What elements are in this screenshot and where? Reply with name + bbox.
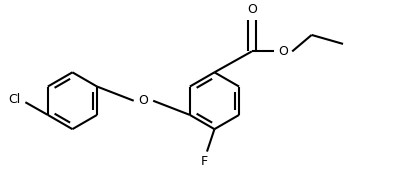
Text: O: O xyxy=(138,94,148,107)
Text: O: O xyxy=(247,3,257,16)
Text: F: F xyxy=(201,155,208,168)
Text: O: O xyxy=(278,45,288,58)
Text: Cl: Cl xyxy=(8,93,20,107)
